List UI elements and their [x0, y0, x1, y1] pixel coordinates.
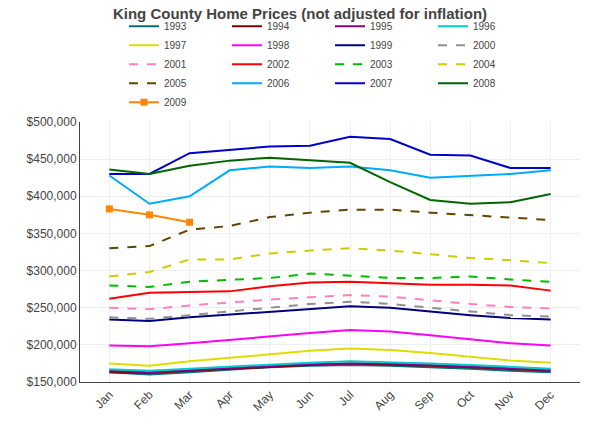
- svg-text:$150,000: $150,000: [27, 375, 77, 389]
- svg-text:2000: 2000: [473, 40, 496, 51]
- svg-text:1993: 1993: [164, 21, 187, 32]
- svg-text:2009: 2009: [164, 97, 187, 108]
- svg-text:King County Home Prices (not a: King County Home Prices (not adjusted fo…: [113, 5, 487, 22]
- svg-text:2002: 2002: [267, 59, 290, 70]
- svg-text:May: May: [250, 388, 276, 414]
- svg-text:$450,000: $450,000: [27, 152, 77, 166]
- svg-text:$250,000: $250,000: [27, 301, 77, 315]
- svg-text:$400,000: $400,000: [27, 189, 77, 203]
- svg-text:1997: 1997: [164, 40, 187, 51]
- svg-text:$500,000: $500,000: [27, 115, 77, 129]
- svg-text:Jul: Jul: [336, 388, 357, 409]
- svg-text:1996: 1996: [473, 21, 496, 32]
- svg-text:2007: 2007: [370, 78, 393, 89]
- svg-text:1998: 1998: [267, 40, 290, 51]
- svg-text:$300,000: $300,000: [27, 264, 77, 278]
- svg-text:Jun: Jun: [293, 388, 317, 412]
- svg-text:2006: 2006: [267, 78, 290, 89]
- svg-text:1995: 1995: [370, 21, 393, 32]
- svg-text:2003: 2003: [370, 59, 393, 70]
- svg-text:2008: 2008: [473, 78, 496, 89]
- svg-text:Oct: Oct: [454, 387, 478, 411]
- svg-text:Nov: Nov: [492, 388, 517, 413]
- svg-text:2004: 2004: [473, 59, 496, 70]
- svg-text:Sep: Sep: [412, 388, 437, 413]
- svg-text:Mar: Mar: [171, 388, 196, 413]
- svg-text:Jan: Jan: [92, 388, 116, 412]
- svg-text:Feb: Feb: [131, 388, 156, 413]
- svg-text:Apr: Apr: [213, 388, 236, 411]
- svg-text:Aug: Aug: [372, 388, 397, 413]
- svg-text:$200,000: $200,000: [27, 338, 77, 352]
- svg-text:2001: 2001: [164, 59, 187, 70]
- svg-text:1999: 1999: [370, 40, 393, 51]
- svg-text:Dec: Dec: [532, 388, 557, 413]
- svg-text:1994: 1994: [267, 21, 290, 32]
- svg-text:$350,000: $350,000: [27, 227, 77, 241]
- svg-text:2005: 2005: [164, 78, 187, 89]
